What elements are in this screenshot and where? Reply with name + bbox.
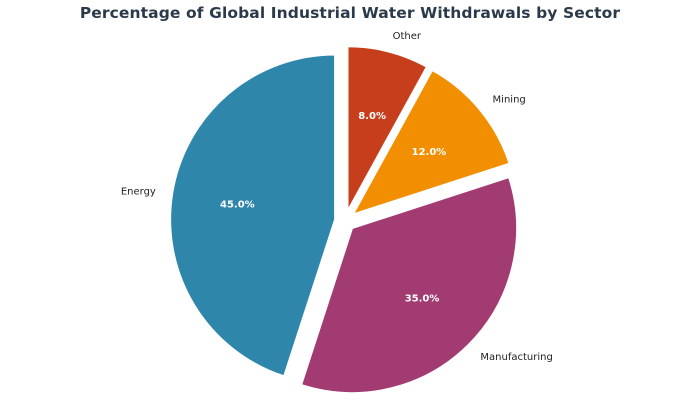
pie-slices xyxy=(169,45,519,395)
slice-label-mining: Mining xyxy=(493,94,526,105)
pie-slice-manufacturing xyxy=(299,175,519,395)
slice-value-mining: 12.0% xyxy=(412,147,447,158)
slice-label-energy: Energy xyxy=(121,187,156,198)
pie-slice-other xyxy=(346,45,429,212)
pie-slice-energy xyxy=(169,53,337,378)
slice-value-manufacturing: 35.0% xyxy=(405,294,440,305)
slice-label-other: Other xyxy=(393,31,422,42)
pie-slice-mining xyxy=(350,68,511,217)
slice-value-energy: 45.0% xyxy=(220,199,255,210)
slice-label-manufacturing: Manufacturing xyxy=(480,352,552,363)
chart-title: Percentage of Global Industrial Water Wi… xyxy=(79,4,621,22)
slice-value-other: 8.0% xyxy=(358,111,386,122)
pie-labels: Energy 45.0% Manufacturing 35.0% Mining 12.0%… xyxy=(121,31,553,363)
